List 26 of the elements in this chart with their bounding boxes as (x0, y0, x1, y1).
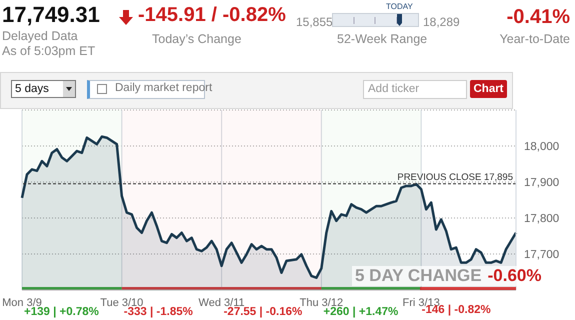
text: 15,855 (296, 15, 333, 29)
text: -145.91 / -0.82% (138, 4, 286, 27)
text: Today’s Change (152, 32, 242, 46)
text: Daily market report (115, 82, 212, 94)
text: 17,749.31 (2, 2, 100, 28)
text: Chart (470, 80, 507, 98)
y-tick-label: 17,700 (524, 249, 560, 262)
text: Delayed Data (2, 29, 78, 43)
text: Add ticker (363, 80, 467, 99)
y-tick-label: 17,900 (524, 177, 560, 190)
text: 52-Week Range (337, 32, 428, 46)
text: TODAY (386, 2, 413, 11)
band-label: -27.55 | -0.16% (224, 306, 302, 318)
ref-line-label: PREVIOUS CLOSE 17,895 (397, 172, 513, 183)
band-label: +139 | +0.78% (24, 306, 99, 318)
y-tick-label: 17,800 (524, 213, 560, 226)
text: 18,289 (423, 15, 460, 29)
text: -0.41% (506, 6, 570, 28)
text: 5 days (11, 80, 76, 98)
text: Year-to-Date (500, 32, 570, 46)
band-label: +260 | +1.47% (323, 306, 398, 318)
band-label: -333 | -1.85% (124, 306, 193, 318)
y-tick-label: 18,000 (524, 141, 560, 154)
text: As of 5:03pm ET (2, 44, 96, 58)
annotation: 5 DAY CHANGE (355, 266, 482, 285)
annotation: -0.60% (488, 266, 542, 285)
